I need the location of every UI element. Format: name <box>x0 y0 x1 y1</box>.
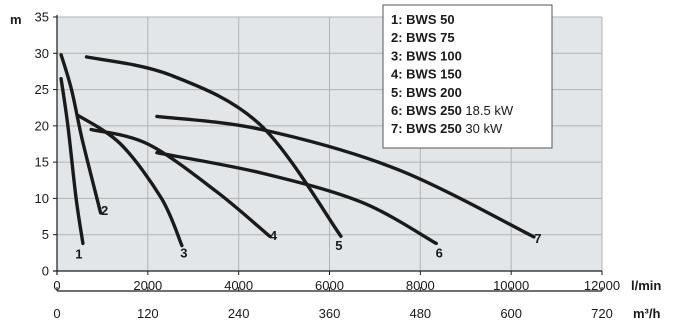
x-axis-unit: l/min <box>631 278 661 293</box>
y-tick-label: 10 <box>35 191 49 206</box>
y-tick-label: 5 <box>42 227 49 242</box>
y-axis-unit: m <box>10 12 22 27</box>
x-tick-label: 8000 <box>406 278 435 293</box>
y-tick-label: 35 <box>35 10 49 25</box>
curve-labels: 1 2 3 4 5 6 7 <box>75 203 541 261</box>
legend-entry: 2: BWS 75 <box>391 30 455 45</box>
x-tick-label: 2000 <box>133 278 162 293</box>
legend-entry: 5: BWS 200 <box>391 85 462 100</box>
pump-curve-3 <box>75 113 184 248</box>
y-tick-label: 20 <box>35 118 49 133</box>
legend-entry-name: 2: BWS 75 <box>391 30 455 45</box>
x-secondary-tick-label: 0 <box>53 306 60 321</box>
x-tick-label: 10000 <box>493 278 529 293</box>
x-secondary-tick-label: 480 <box>409 306 431 321</box>
curve-label-1: 1 <box>75 246 82 261</box>
curve-label-6: 6 <box>436 245 443 260</box>
legend-entry: 4: BWS 150 <box>391 67 462 82</box>
legend-box <box>382 4 553 149</box>
legend-entry-name: 3: BWS 100 <box>391 48 462 63</box>
x-tick-label: 0 <box>53 278 60 293</box>
y-tick-label: 30 <box>35 46 49 61</box>
legend: 1: BWS 50 2: BWS 75 3: BWS 100 4: BWS 150 5:… <box>382 4 553 149</box>
x-secondary-tick-label: 600 <box>500 306 522 321</box>
pump-curves <box>59 53 536 248</box>
legend-entry-note: 30 kW <box>462 121 503 136</box>
x-secondary-tick-label: 360 <box>319 306 341 321</box>
curve-label-3: 3 <box>180 246 187 261</box>
y-tick-label: 0 <box>42 264 49 279</box>
pump-curve-6 <box>155 151 438 246</box>
legend-entry: 6: BWS 250 18.5 kW <box>391 103 514 118</box>
curve-label-4: 4 <box>270 228 278 243</box>
y-tick-label: 15 <box>35 155 49 170</box>
pump-curve-7 <box>155 114 536 239</box>
x-tick-label: 12000 <box>584 278 620 293</box>
x-secondary-tick-label: 720 <box>591 306 613 321</box>
legend-entry-note: 18.5 kW <box>462 103 514 118</box>
pump-curve-4 <box>89 127 272 238</box>
x-tick-label: 4000 <box>224 278 253 293</box>
curve-label-2: 2 <box>101 203 108 218</box>
legend-entry-name: 1: BWS 50 <box>391 12 455 27</box>
y-tick-label: 25 <box>35 82 49 97</box>
curve-label-5: 5 <box>335 238 342 253</box>
x-tick-label: 6000 <box>315 278 344 293</box>
axes <box>53 15 603 292</box>
legend-entry: 1: BWS 50 <box>391 12 455 27</box>
x-secondary-tick-label: 240 <box>228 306 250 321</box>
pump-curve-1 <box>59 77 85 246</box>
legend-entry: 7: BWS 250 30 kW <box>391 121 503 136</box>
legend-entry-name: 4: BWS 150 <box>391 67 462 82</box>
curve-label-7: 7 <box>534 231 541 246</box>
legend-entry-name: 5: BWS 200 <box>391 85 462 100</box>
legend-entry-name: 7: BWS 250 <box>391 121 462 136</box>
pump-curve-5 <box>84 55 343 238</box>
legend-entry: 3: BWS 100 <box>391 48 462 63</box>
x-secondary-tick-label: 120 <box>137 306 159 321</box>
x-axis-secondary-unit: m³/h <box>633 306 661 321</box>
legend-entry-name: 6: BWS 250 <box>391 103 462 118</box>
